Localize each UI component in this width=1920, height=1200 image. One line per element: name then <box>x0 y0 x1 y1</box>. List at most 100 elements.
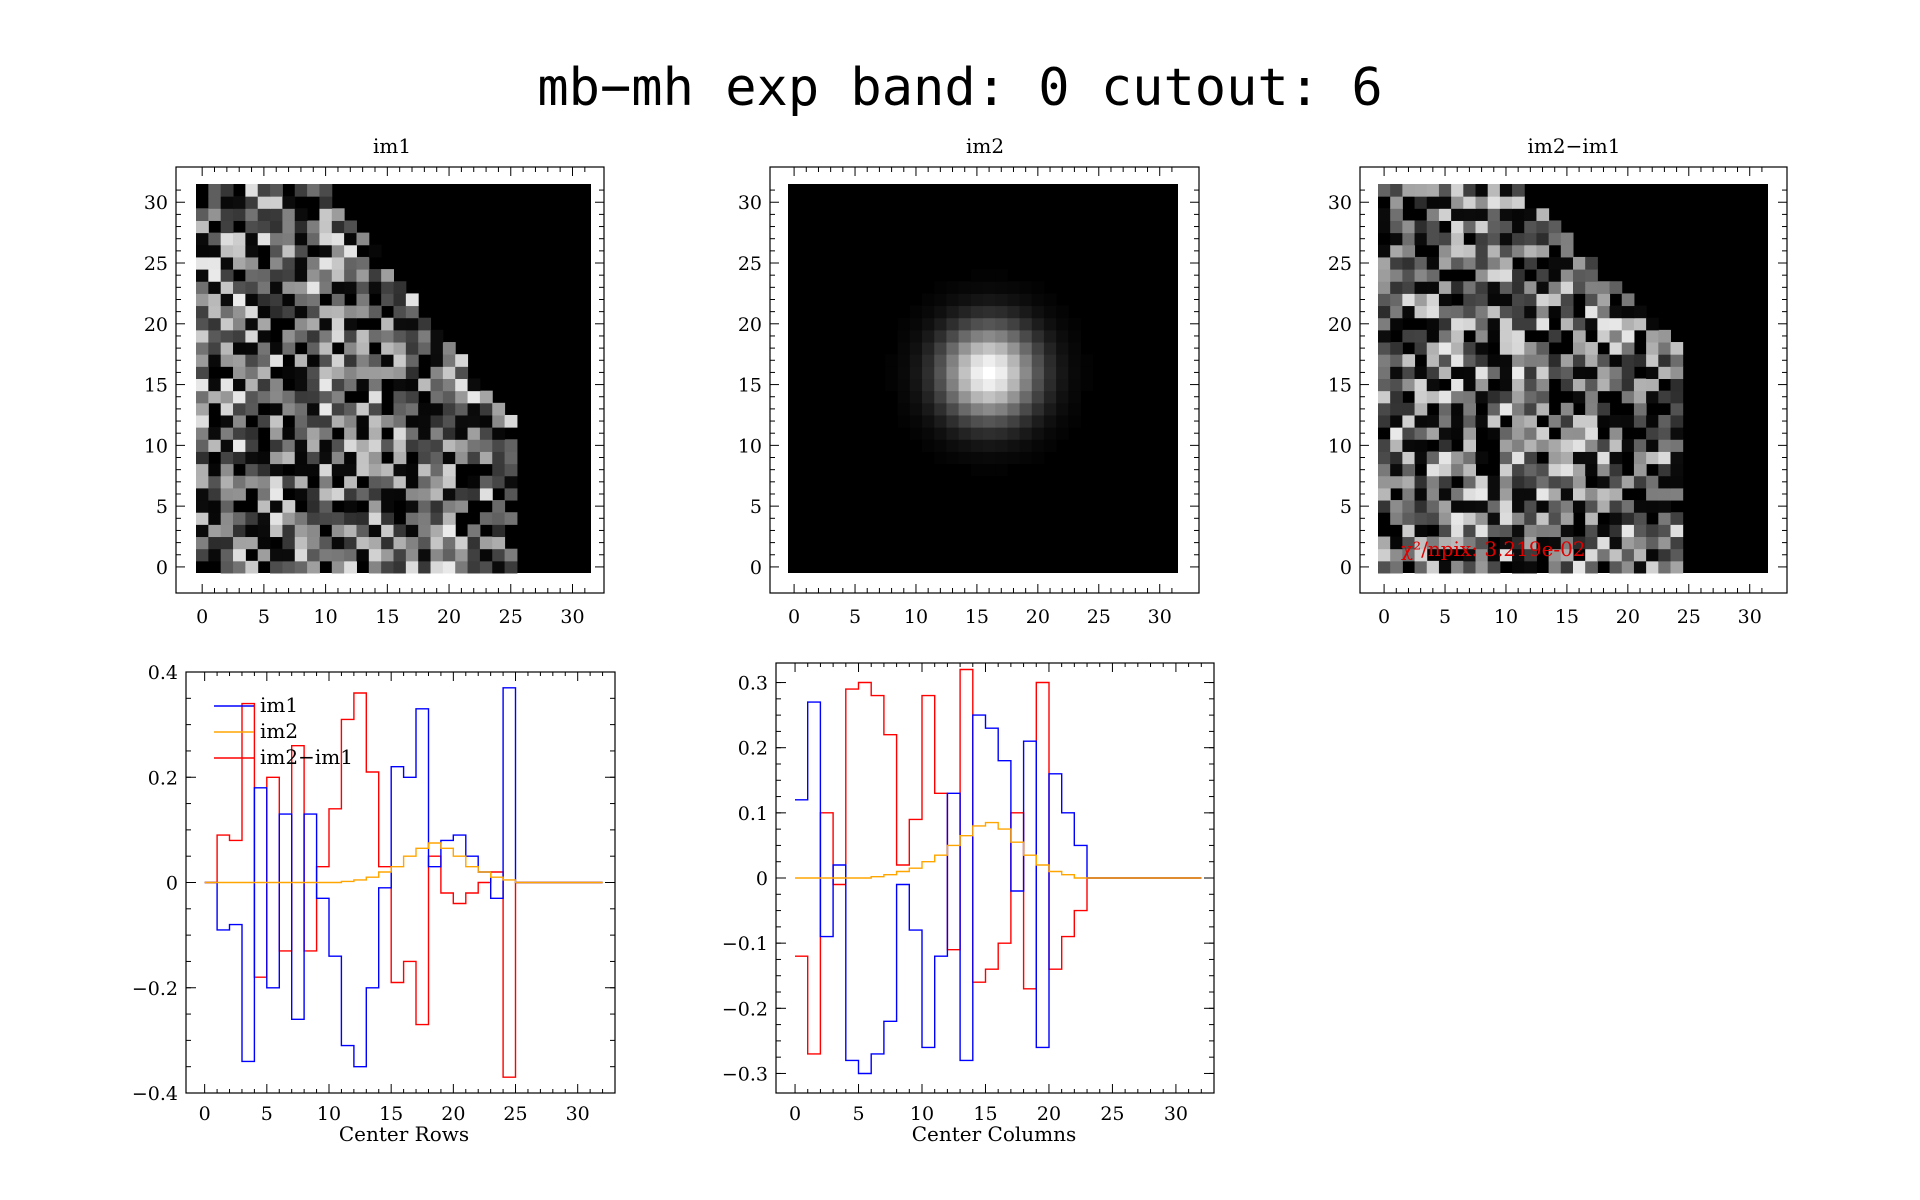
heatmap-pixel <box>1475 560 1489 574</box>
y-tick-label: 15 <box>144 375 168 397</box>
heatmap-pixel <box>1621 439 1635 452</box>
heatmap-pixel <box>1080 378 1094 392</box>
heatmap-pixel <box>1068 390 1081 404</box>
heatmap-pixel <box>1585 439 1598 452</box>
heatmap-pixel <box>1585 293 1598 307</box>
heatmap-pixel <box>245 402 259 416</box>
heatmap-pixel <box>492 427 506 440</box>
heatmap-pixel <box>430 475 444 489</box>
heatmap-pixel <box>1390 184 1403 197</box>
heatmap-pixel <box>208 269 222 282</box>
heatmap-pixel <box>368 500 382 513</box>
heatmap-pixel <box>344 329 357 343</box>
heatmap-pixel <box>208 184 222 197</box>
x-tick-label: 25 <box>1677 606 1701 628</box>
heatmap-pixel <box>356 427 370 440</box>
heatmap-pixel <box>1378 560 1391 574</box>
heatmap-pixel <box>1573 354 1586 367</box>
legend-label: im2 <box>260 719 298 743</box>
heatmap-pixel <box>1499 463 1513 477</box>
heatmap-pixel <box>1390 536 1403 550</box>
heatmap-pixel <box>1438 390 1452 404</box>
heatmap-pixel <box>1646 366 1659 379</box>
heatmap-pixel <box>1633 390 1647 404</box>
heatmap-pixel <box>1414 548 1428 562</box>
heatmap-pixel <box>344 342 357 355</box>
heatmap-pixel <box>1019 427 1033 440</box>
heatmap-pixel <box>958 354 972 367</box>
heatmap-pixel <box>970 463 984 477</box>
heatmap-pixel <box>1019 402 1033 416</box>
heatmap-pixel <box>983 305 996 319</box>
heatmap-pixel <box>1463 196 1476 209</box>
heatmap-pixel <box>257 536 271 550</box>
heatmap-pixel <box>1451 560 1464 574</box>
heatmap-pixel <box>1548 256 1562 270</box>
heatmap-pixel <box>1463 354 1476 367</box>
heatmap-pixel <box>233 427 246 440</box>
heatmap-pixel <box>282 244 296 258</box>
heatmap-pixel <box>1536 463 1550 477</box>
heatmap-pixel <box>1633 354 1647 367</box>
heatmap-pixel <box>430 390 444 404</box>
heatmap-pixel <box>245 317 259 331</box>
heatmap-pixel <box>1548 451 1562 465</box>
heatmap-pixel <box>1512 196 1525 209</box>
heatmap-pixel <box>1426 451 1440 465</box>
heatmap-pixel <box>1524 232 1537 246</box>
heatmap-pixel <box>1670 390 1684 404</box>
heatmap-pixel <box>233 524 246 538</box>
heatmap-pixel <box>492 560 506 574</box>
heatmap-pixel <box>1463 500 1476 513</box>
y-tick-label: 0.1 <box>738 803 768 825</box>
heatmap-pixel <box>1585 548 1598 562</box>
heatmap-pixel <box>405 329 419 343</box>
heatmap-pixel <box>1585 390 1598 404</box>
heatmap-pixel <box>1463 256 1476 270</box>
heatmap-pixel <box>1390 208 1403 221</box>
heatmap-pixel <box>1007 402 1021 416</box>
heatmap-pixel <box>1646 414 1659 428</box>
heatmap-pixel <box>1487 293 1501 307</box>
heatmap-pixel <box>294 208 308 221</box>
heatmap-pixel <box>1426 536 1440 550</box>
heatmap-pixel <box>331 560 345 574</box>
heatmap-pixel <box>393 317 407 331</box>
heatmap-pixel <box>1548 366 1562 379</box>
heatmap-pixel <box>356 232 370 246</box>
heatmap-pixel <box>1031 378 1045 392</box>
heatmap-pixel <box>1031 366 1045 379</box>
heatmap-pixel <box>257 548 271 562</box>
heatmap-pixel <box>319 281 333 294</box>
x-tick-label: 20 <box>1037 1103 1061 1125</box>
heatmap-pixel <box>1426 500 1440 513</box>
heatmap-pixel <box>294 269 308 282</box>
heatmap-pixel <box>196 317 209 331</box>
heatmap-pixel <box>356 402 370 416</box>
x-tick-label: 20 <box>1616 606 1640 628</box>
heatmap-pixel <box>1646 560 1659 574</box>
heatmap-pixel <box>270 500 283 513</box>
heatmap-pixel <box>1670 475 1684 489</box>
heatmap-pixel <box>1536 390 1550 404</box>
heatmap-pixel <box>1548 220 1562 234</box>
heatmap-pixel <box>1524 439 1537 452</box>
heatmap-pixel <box>208 390 222 404</box>
x-tick-label: 25 <box>1087 606 1111 628</box>
heatmap-pixel <box>1536 524 1550 538</box>
heatmap-pixel <box>1056 317 1069 331</box>
heatmap-pixel <box>331 305 345 319</box>
heatmap-pixel <box>922 427 935 440</box>
heatmap-pixel <box>504 451 518 465</box>
heatmap-pixel <box>1512 536 1525 550</box>
heatmap-pixel <box>1658 524 1671 538</box>
heatmap-pixel <box>208 329 222 343</box>
heatmap-pixel <box>455 451 469 465</box>
series-line-diff <box>795 668 1202 1055</box>
heatmap-pixel <box>1621 512 1635 525</box>
heatmap-pixel <box>356 414 370 428</box>
heatmap-pixel <box>1585 342 1598 355</box>
x-tick-label: 30 <box>1164 1103 1188 1125</box>
heatmap-pixel <box>1499 256 1513 270</box>
heatmap-pixel <box>1056 329 1069 343</box>
